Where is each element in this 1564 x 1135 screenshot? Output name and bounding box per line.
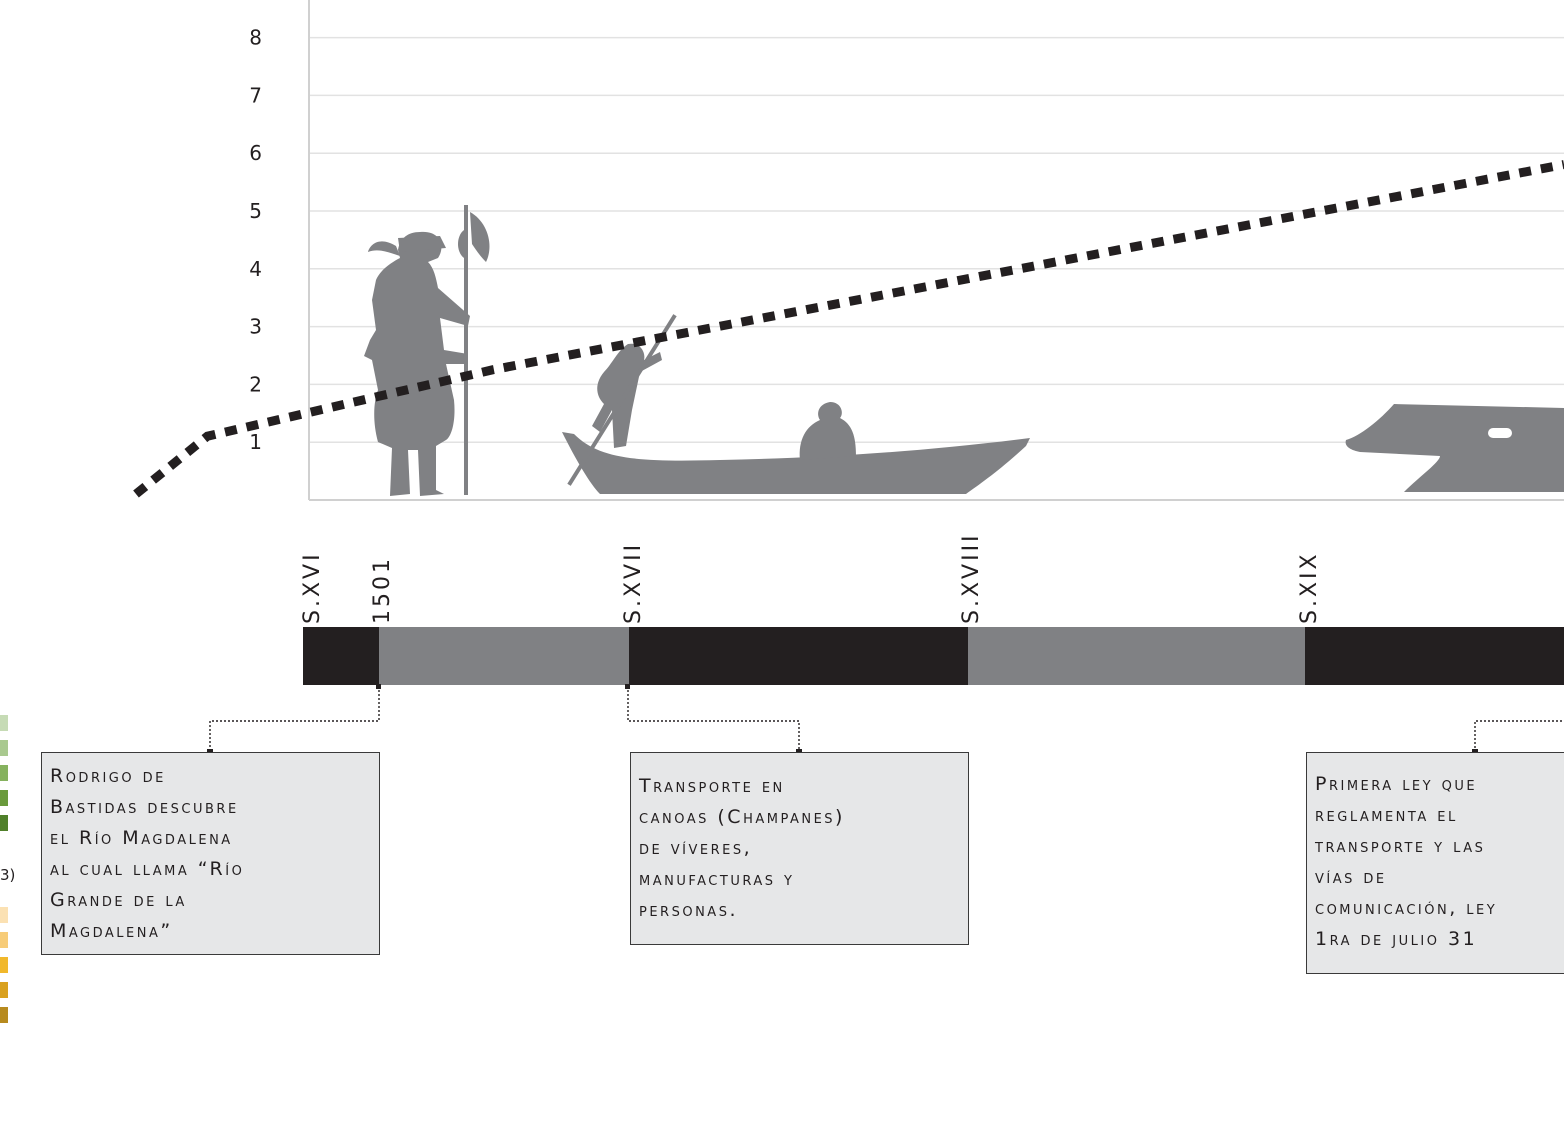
y-axis-ticks: 1 2 3 4 5 6 7 8: [249, 26, 262, 455]
legend-swatch-green: [0, 790, 8, 806]
legend-swatch-green: [0, 715, 8, 731]
century-label-s-xvi: S.XVI: [300, 551, 325, 624]
year-label-1501: 1501: [370, 556, 395, 624]
steamboat-silhouette-icon: [1345, 404, 1564, 492]
conquistador-silhouette-icon: [364, 205, 490, 497]
y-tick-label: 7: [249, 83, 262, 107]
note-rodrigo-de-bastidas: Rodrigo de Bastidas descubre el Río Magd…: [41, 752, 380, 955]
legend-swatch-yellow: [0, 907, 8, 923]
y-tick-label: 5: [249, 199, 262, 223]
century-label-s-xviii: S.XVIII: [959, 532, 984, 624]
legend-swatch-green: [0, 765, 8, 781]
y-tick-label: 4: [249, 257, 262, 281]
y-tick-label: 6: [249, 141, 262, 165]
note-primera-ley: Primera ley que reglamenta el transporte…: [1306, 752, 1564, 974]
legend-swatch-yellow: [0, 982, 8, 998]
y-tick-label: 8: [249, 26, 262, 50]
legend-swatch-yellow: [0, 957, 8, 973]
trend-line: [133, 160, 1564, 498]
era-s-xix: [1305, 627, 1564, 685]
legend-swatch-green: [0, 740, 8, 756]
timeline-chart: 1 2 3 4 5 6 7 8: [133, 0, 1564, 501]
y-tick-label: 1: [249, 430, 262, 454]
era-s-xvi: [303, 627, 379, 685]
century-label-s-xvii: S.XVII: [621, 541, 646, 624]
y-tick-label: 2: [249, 372, 262, 396]
grid-lines: [309, 36, 1564, 443]
canoe-silhouette-icon: [562, 314, 1030, 494]
note-connectors: [207, 684, 1564, 755]
legend-swatch-yellow: [0, 1007, 8, 1023]
note-transporte-canoas: Transporte en canoas (Champanes) de víve…: [630, 752, 969, 945]
era-1501: [379, 627, 629, 685]
legend-swatch-yellow: [0, 932, 8, 948]
era-s-xviii: [968, 627, 1305, 685]
legend-partial-text: 3): [0, 866, 16, 884]
century-label-s-xix: S.XIX: [1297, 551, 1322, 624]
legend-swatch-green: [0, 815, 8, 831]
y-tick-label: 3: [249, 315, 262, 339]
era-s-xvii: [629, 627, 968, 685]
